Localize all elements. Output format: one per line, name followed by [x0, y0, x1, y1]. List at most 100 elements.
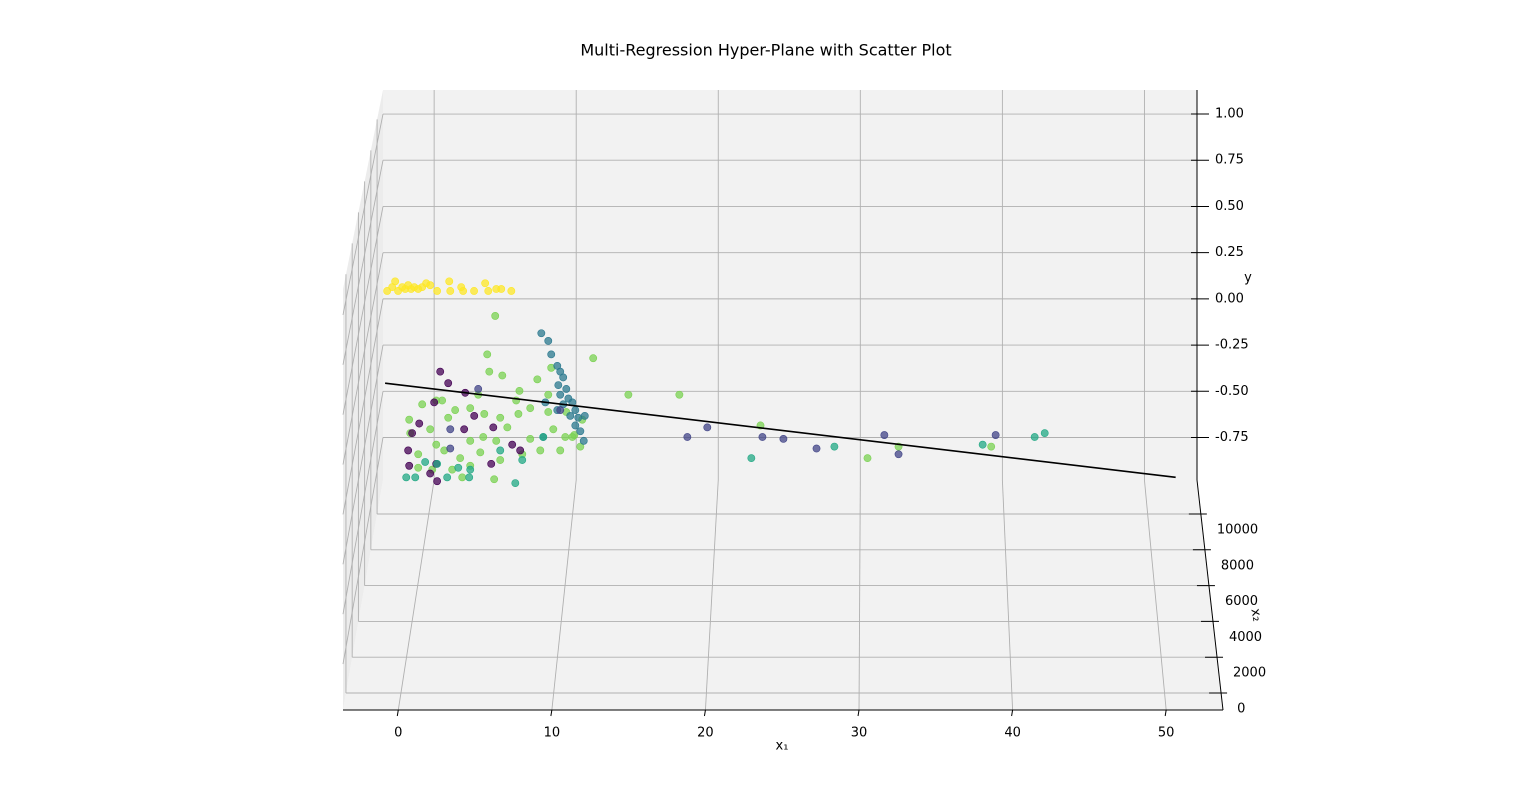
- grid-line: [704, 479, 719, 711]
- data-point: [490, 475, 499, 484]
- y-tick-label: 0.25: [1215, 245, 1244, 260]
- grid-line: [342, 391, 384, 615]
- data-point: [466, 436, 475, 445]
- data-point: [476, 448, 485, 457]
- data-point: [533, 375, 542, 384]
- data-point: [480, 410, 489, 418]
- data-point: [445, 277, 454, 286]
- grid-line: [551, 479, 577, 711]
- data-point: [515, 386, 524, 395]
- data-point: [404, 446, 413, 455]
- data-point: [894, 450, 903, 459]
- x1-tick-label: 10: [544, 726, 561, 741]
- data-point: [561, 433, 570, 441]
- y-tick-label: 0.75: [1215, 153, 1244, 168]
- data-point: [571, 421, 580, 430]
- data-point: [526, 435, 535, 443]
- data-point: [549, 425, 558, 434]
- data-point: [503, 423, 512, 432]
- data-point: [574, 413, 583, 422]
- x2-tick-label: 8000: [1221, 558, 1254, 573]
- data-point: [1040, 429, 1049, 438]
- data-point: [496, 446, 505, 455]
- data-point: [456, 454, 465, 463]
- data-point: [443, 473, 452, 482]
- data-point: [454, 463, 463, 472]
- data-point: [460, 425, 469, 434]
- data-point: [556, 446, 565, 455]
- data-point: [414, 463, 423, 472]
- x2-tick-label: 6000: [1225, 594, 1258, 609]
- y-tick-label: -0.25: [1215, 338, 1249, 353]
- x1-tick-label: 30: [851, 726, 868, 741]
- data-point: [470, 287, 478, 295]
- data-point: [544, 390, 553, 399]
- data-point: [556, 406, 565, 414]
- y-tick-label: -0.75: [1215, 430, 1249, 445]
- data-point: [544, 408, 553, 416]
- x1-tick-label: 0: [394, 726, 402, 741]
- regression-plane: [385, 382, 1176, 479]
- data-point: [544, 337, 553, 345]
- x1-axis-label: x₁: [776, 739, 789, 754]
- grid-line: [1143, 479, 1167, 711]
- data-point: [511, 479, 520, 488]
- data-point: [539, 433, 548, 441]
- data-point: [446, 287, 455, 295]
- x1-tick-label: 50: [1158, 726, 1175, 741]
- data-point: [537, 329, 546, 338]
- data-point: [576, 427, 585, 436]
- data-point: [779, 435, 788, 443]
- data-point: [421, 458, 430, 466]
- data-point: [484, 287, 493, 295]
- data-point: [496, 413, 505, 422]
- data-point: [812, 444, 821, 453]
- grid-line: [342, 298, 384, 515]
- data-point: [556, 390, 565, 399]
- floor-pane: [343, 480, 1223, 710]
- data-point: [487, 459, 496, 468]
- data-point: [547, 350, 556, 359]
- data-point: [433, 477, 442, 486]
- data-point: [414, 450, 423, 459]
- y-tick-label: 1.00: [1215, 107, 1244, 122]
- data-point: [391, 277, 400, 286]
- data-point: [415, 419, 424, 428]
- data-point: [451, 406, 460, 414]
- data-point: [432, 440, 441, 449]
- data-point: [466, 404, 475, 413]
- data-point: [405, 415, 414, 424]
- data-point: [516, 446, 525, 455]
- data-point: [880, 431, 889, 439]
- data-point: [402, 473, 411, 482]
- data-point: [863, 454, 872, 463]
- data-point: [991, 431, 1000, 439]
- data-point: [496, 456, 505, 464]
- data-point: [566, 411, 575, 420]
- data-point: [436, 367, 445, 376]
- grid-line: [342, 206, 384, 415]
- data-point: [483, 350, 492, 359]
- data-point: [481, 279, 490, 288]
- grid: [342, 90, 1222, 711]
- x2-tick-label: 2000: [1233, 666, 1266, 681]
- data-point: [405, 461, 414, 470]
- data-point: [554, 381, 563, 390]
- tick-mark: [1011, 709, 1014, 717]
- data-point: [446, 425, 455, 434]
- tick-mark: [857, 709, 860, 717]
- data-point: [438, 396, 447, 405]
- data-point: [408, 429, 417, 438]
- grid-line: [342, 160, 384, 365]
- data-point: [485, 367, 494, 376]
- x1-tick-label: 40: [1004, 726, 1021, 741]
- data-point: [747, 454, 756, 463]
- data-point: [465, 473, 474, 482]
- data-point: [426, 281, 435, 290]
- data-point: [492, 436, 501, 445]
- data-point: [568, 433, 577, 441]
- data-point: [433, 287, 442, 295]
- data-point: [624, 390, 633, 399]
- grid-line: [342, 113, 384, 316]
